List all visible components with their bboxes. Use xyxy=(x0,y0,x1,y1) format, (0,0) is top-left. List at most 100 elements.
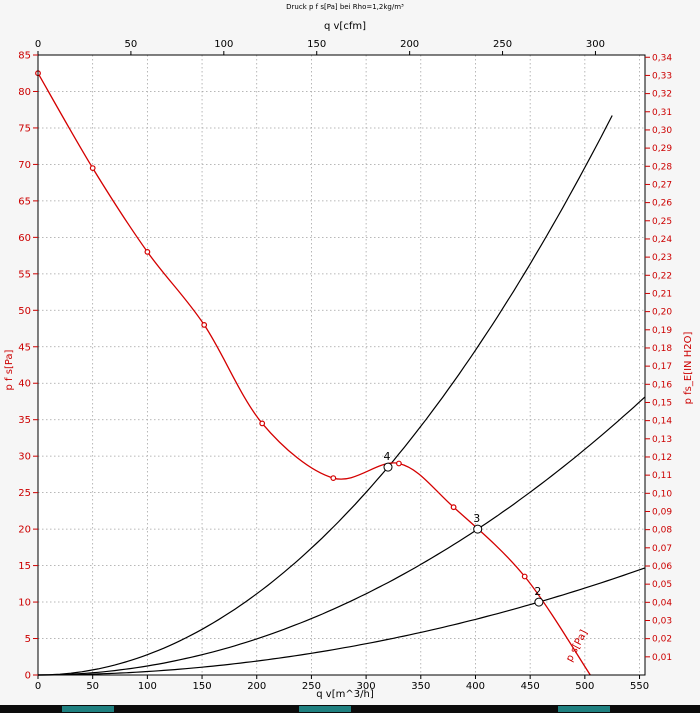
fan-curve-markers xyxy=(35,70,528,580)
bottom-tick-label: 500 xyxy=(575,681,594,692)
right-tick-label: 0,18 xyxy=(652,344,672,354)
right-tick-label: 0,09 xyxy=(652,507,672,517)
bottom-tick-label: 400 xyxy=(466,681,485,692)
data-point xyxy=(521,573,528,580)
right-tick-label: 0,02 xyxy=(652,635,672,645)
bottom-strip xyxy=(0,705,700,713)
right-tick-label: 0,17 xyxy=(652,362,672,372)
operating-point-label-4: 4 xyxy=(384,450,391,463)
operating-point-4 xyxy=(383,462,393,472)
right-tick-label: 0,33 xyxy=(652,71,672,81)
right-tick-label: 0,28 xyxy=(652,162,672,172)
bottom-tick-label: 250 xyxy=(302,681,321,692)
top-axis-label: q v[cfm] xyxy=(323,21,366,32)
bottom-tick-label: 50 xyxy=(86,681,99,692)
left-tick-label: 80 xyxy=(18,87,31,98)
top-tick-label: 300 xyxy=(586,39,605,50)
right-tick-label: 0,24 xyxy=(652,235,672,245)
strip-segment xyxy=(299,706,351,712)
left-tick-label: 25 xyxy=(18,488,31,499)
bottom-tick-label: 100 xyxy=(138,681,157,692)
data-point xyxy=(89,165,96,172)
data-point xyxy=(450,504,457,511)
bottom-tick-label: 350 xyxy=(411,681,430,692)
left-tick-label: 5 xyxy=(25,634,31,645)
right-tick-label: 0,06 xyxy=(652,562,672,572)
right-tick-label: 0,16 xyxy=(652,380,672,390)
data-point xyxy=(396,460,402,467)
chart-title: Druck p f s[Pa] bei Rho=1,2kg/m³ xyxy=(286,3,404,11)
right-tick-label: 0,04 xyxy=(652,598,672,608)
strip-segment xyxy=(62,706,114,712)
left-tick-label: 35 xyxy=(18,415,31,426)
right-tick-label: 0,29 xyxy=(652,144,672,154)
left-tick-label: 40 xyxy=(18,379,31,390)
left-tick-label: 0 xyxy=(25,671,31,682)
left-tick-label: 85 xyxy=(18,51,31,62)
right-tick-label: 0,23 xyxy=(652,253,672,263)
plot-frame xyxy=(37,54,646,676)
right-tick-label: 0,12 xyxy=(652,453,672,463)
left-tick-label: 15 xyxy=(18,561,31,572)
left-tick-label: 50 xyxy=(18,306,31,317)
operating-point-2 xyxy=(534,597,544,607)
system-curve-2 xyxy=(38,567,646,676)
right-tick-label: 0,26 xyxy=(652,199,672,209)
right-tick-label: 0,10 xyxy=(652,489,672,499)
operating-point-label-2: 2 xyxy=(534,585,541,598)
right-tick-label: 0,01 xyxy=(652,653,672,663)
right-tick-label: 0,15 xyxy=(652,398,672,408)
left-tick-label: 10 xyxy=(18,598,31,609)
right-tick-label: 0,03 xyxy=(652,616,672,626)
top-tick-label: 50 xyxy=(125,39,138,50)
left-tick-label: 75 xyxy=(18,123,31,134)
right-tick-label: 0,30 xyxy=(652,126,672,136)
right-tick-label: 0,19 xyxy=(652,326,672,336)
right-tick-label: 0,27 xyxy=(652,180,672,190)
right-tick-label: 0,13 xyxy=(652,435,672,445)
data-point xyxy=(201,322,208,328)
left-tick-label: 45 xyxy=(18,342,31,353)
right-tick-label: 0,11 xyxy=(652,471,672,481)
bottom-tick-label: 0 xyxy=(35,681,41,692)
left-tick-label: 55 xyxy=(18,269,31,280)
right-axis-label: p fs_E[IN H2O] xyxy=(683,331,694,405)
top-tick-label: 150 xyxy=(307,39,326,50)
right-tick-label: 0,32 xyxy=(652,90,672,100)
bottom-tick-label: 150 xyxy=(193,681,212,692)
top-tick-label: 200 xyxy=(400,39,419,50)
system-curve-4 xyxy=(37,115,613,676)
right-tick-label: 0,20 xyxy=(652,308,672,318)
right-tick-label: 0,25 xyxy=(652,217,672,227)
right-tick-label: 0,08 xyxy=(652,526,672,536)
bottom-tick-label: 300 xyxy=(357,681,376,692)
left-tick-label: 30 xyxy=(18,452,31,463)
plot-area xyxy=(38,55,645,675)
operating-point-label-3: 3 xyxy=(473,512,480,525)
top-tick-label: 100 xyxy=(214,39,233,50)
bottom-axis-label: q v[m^3/h] xyxy=(316,689,374,700)
fan-curve xyxy=(37,72,591,676)
right-tick-label: 0,34 xyxy=(652,53,672,63)
bottom-tick-label: 450 xyxy=(521,681,540,692)
right-tick-label: 0,07 xyxy=(652,544,672,554)
right-tick-label: 0,05 xyxy=(652,580,672,590)
system-curve-3 xyxy=(38,396,646,676)
operating-point-3 xyxy=(473,524,483,534)
data-point xyxy=(144,248,151,255)
strip-segment xyxy=(558,706,610,712)
data-point xyxy=(330,475,337,482)
right-tick-label: 0,14 xyxy=(652,417,672,427)
top-tick-label: 250 xyxy=(493,39,512,50)
left-tick-label: 70 xyxy=(18,160,31,171)
data-point xyxy=(259,420,266,427)
left-tick-label: 60 xyxy=(18,233,31,244)
left-tick-label: 65 xyxy=(18,196,31,207)
left-axis-label: p f s[Pa] xyxy=(4,349,15,391)
right-tick-label: 0,31 xyxy=(652,108,672,118)
top-tick-label: 0 xyxy=(35,39,41,50)
right-tick-label: 0,21 xyxy=(652,289,672,299)
right-tick-label: 0,22 xyxy=(652,271,672,281)
